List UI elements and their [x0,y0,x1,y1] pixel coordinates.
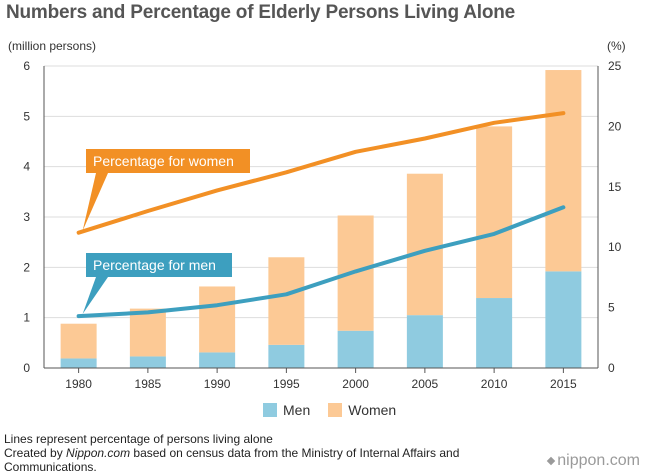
legend-swatch-men [263,403,277,417]
x-tick-label: 1980 [65,377,92,391]
left-tick-label: 4 [23,160,30,174]
legend-item-men: Men [263,402,310,418]
bar-men [476,298,513,368]
bar-men [129,356,166,368]
right-tick-label: 10 [608,240,622,254]
axes: 0 1 2 3 4 5 6 0 5 10 15 20 25 (million persons) (%) 198… [8,39,626,391]
bar-men [545,271,582,368]
line-callouts: Percentage for women Percentage for men [82,149,250,315]
note-source-suffix: based on census data from the Ministry o… [4,446,460,474]
legend-item-women: Women [328,402,396,418]
bar-men [199,352,236,368]
callout-men-pointer [82,277,108,315]
line-women-percentage [76,111,566,235]
series-lines [76,111,566,319]
callout-men: Percentage for men [82,253,232,315]
line-men-percentage [76,205,566,319]
chart-notes: Lines represent percentage of persons li… [4,432,474,474]
right-tick-label: 20 [608,119,622,133]
bar-women [545,70,582,272]
legend-swatch-women [328,403,343,417]
bar-women [406,173,443,316]
bar-women [129,308,166,357]
left-tick-label: 3 [23,210,30,224]
x-tick-label: 1990 [204,377,231,391]
callout-women-pointer [82,173,108,231]
left-tick-label: 2 [23,260,30,274]
left-tick-label: 6 [23,59,30,73]
left-tick-label: 0 [23,361,30,375]
bar-men [60,358,97,368]
callout-women-box [86,149,250,173]
left-tick-label: 5 [23,109,30,123]
right-tick-label: 25 [608,59,622,73]
right-tick-label: 15 [608,180,622,194]
note-source-prefix: Created by [4,446,67,460]
left-axis-label: (million persons) [8,39,96,53]
legend: Men Women [263,402,414,418]
callout-women: Percentage for women [82,149,250,231]
bar-men [268,344,305,368]
nippon-logo: nippon.com [547,452,640,470]
right-tick-label: 0 [608,361,615,375]
right-tick-label: 5 [608,301,615,315]
grid-lines [44,65,598,319]
bar-women [60,323,97,359]
bars [60,70,582,368]
note-source-name: Nippon.com [66,446,131,460]
legend-label-women: Women [348,402,397,418]
x-tick-label: 1995 [273,377,300,391]
note-source: Created by Nippon.com based on census da… [4,446,474,474]
x-tick-label: 2005 [412,377,439,391]
callout-women-label: Percentage for women [93,153,234,169]
logo-text: nippon.com [557,452,640,469]
left-tick-label: 1 [23,311,30,325]
bar-men [406,315,443,368]
callout-men-label: Percentage for men [93,257,216,273]
x-tick-label: 2010 [481,377,508,391]
callout-men-box [86,253,232,277]
chart-title: Numbers and Percentage of Elderly Person… [6,2,516,23]
x-tick-label: 1985 [135,377,162,391]
x-tick-label: 2015 [550,377,577,391]
x-tick-label: 2000 [342,377,369,391]
bar-women [476,126,513,299]
bar-men [337,330,374,368]
note-lines: Lines represent percentage of persons li… [4,432,273,446]
right-axis-label: (%) [607,39,626,53]
bar-women [268,257,305,345]
legend-label-men: Men [283,402,311,418]
bar-women [199,286,236,353]
logo-mark-icon [547,456,556,466]
